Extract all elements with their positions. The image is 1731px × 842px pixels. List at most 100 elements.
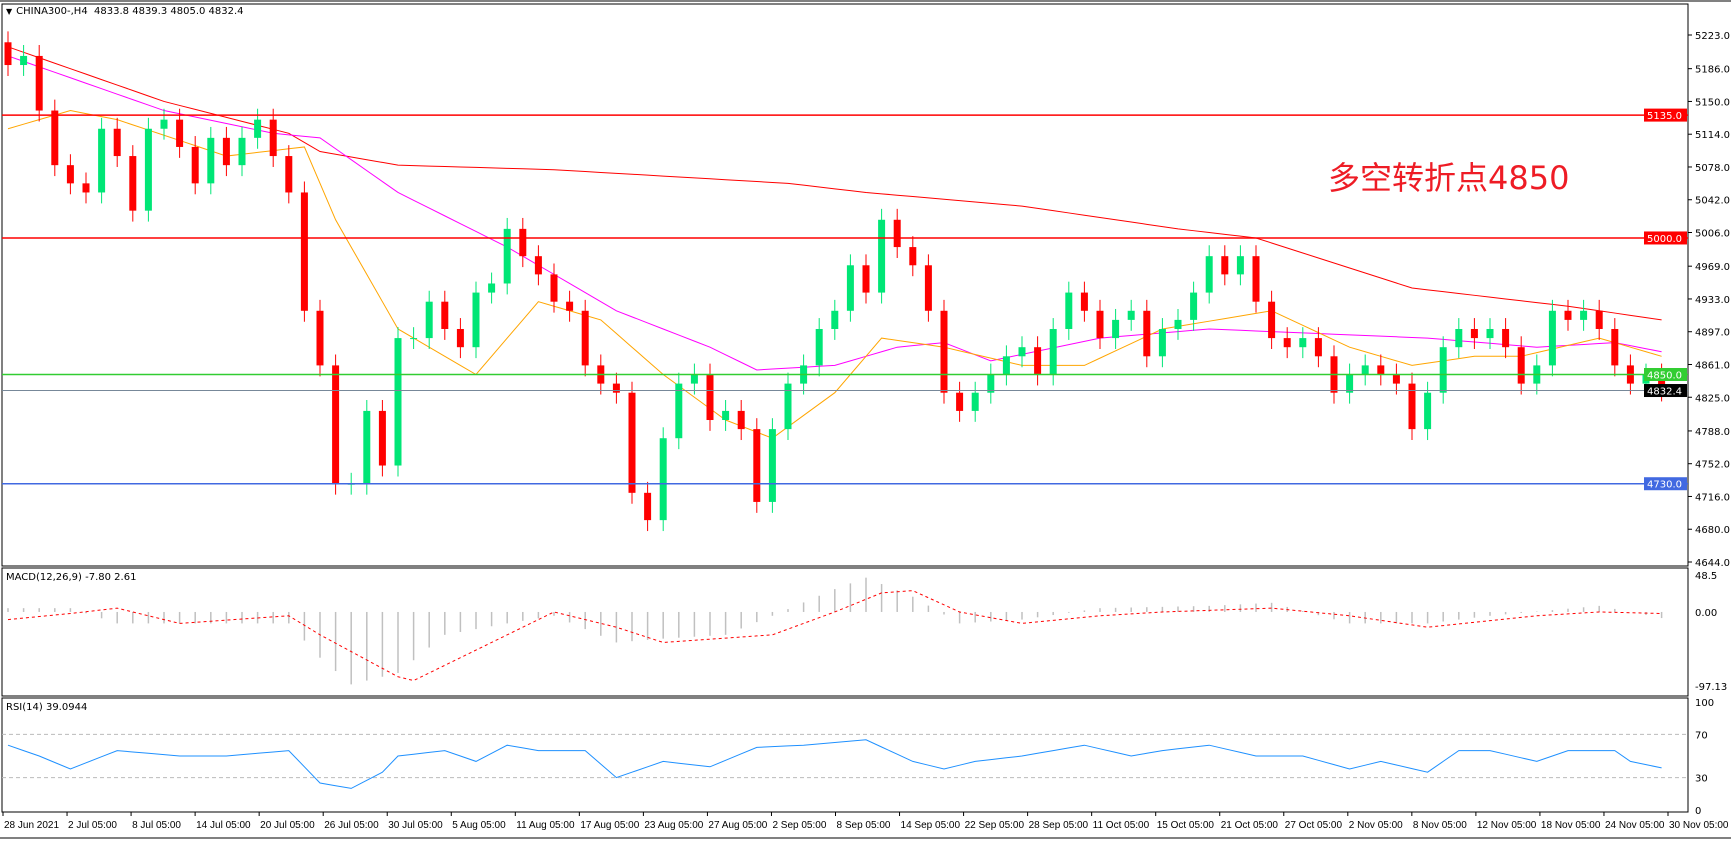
price-tick-label: 5042.0 <box>1695 196 1730 207</box>
time-tick-label: 2 Nov 05:00 <box>1349 820 1403 831</box>
time-tick-label: 28 Sep 05:00 <box>1029 820 1089 831</box>
candle-body <box>831 310 839 329</box>
candle-body <box>160 119 168 129</box>
candle-body <box>1361 365 1369 375</box>
candle-body <box>878 219 886 293</box>
level-tag-label: 4832.4 <box>1647 387 1682 398</box>
macd-tick-label: -97.13 <box>1695 682 1727 693</box>
macd-signal-line <box>7 590 1662 682</box>
candle-body <box>1143 310 1151 357</box>
candle-body <box>971 392 979 411</box>
candle-body <box>1080 292 1088 311</box>
candle-body <box>363 410 371 484</box>
candle-body <box>98 128 106 193</box>
ohlc-readout: 4833.8 4839.3 4805.0 4832.4 <box>94 6 244 17</box>
candle-body <box>129 156 137 211</box>
candle-body <box>675 383 683 439</box>
candle-body <box>1002 356 1010 375</box>
candle-body <box>285 156 293 193</box>
candle-body <box>472 292 480 348</box>
candle-body <box>222 137 230 166</box>
time-tick-label: 8 Jul 05:00 <box>132 820 181 831</box>
candle-body <box>815 328 823 366</box>
candle-body <box>1065 292 1073 329</box>
time-tick-label: 20 Jul 05:00 <box>260 820 315 831</box>
chart-header: ▼ CHINA300-,H4 4833.8 4839.3 4805.0 4832.… <box>6 6 244 17</box>
level-tag-label: 4730.0 <box>1647 480 1682 491</box>
price-tick-label: 4933.0 <box>1695 295 1730 306</box>
candle-body <box>1548 310 1556 366</box>
rsi-label: RSI(14) 39.0944 <box>6 702 88 713</box>
candle-body <box>300 192 308 311</box>
candle-body <box>332 365 340 484</box>
time-tick-label: 14 Jul 05:00 <box>196 820 251 831</box>
dropdown-triangle-icon[interactable]: ▼ <box>6 7 13 16</box>
candle-body <box>1455 328 1463 348</box>
candle-body <box>456 328 464 348</box>
moving-average-ma_slow <box>7 46 1662 321</box>
candle-body <box>503 228 511 284</box>
candle-body <box>940 310 948 393</box>
level-tag-label: 5000.0 <box>1647 234 1682 245</box>
candle-body <box>113 128 121 157</box>
candle-body <box>1127 310 1135 320</box>
time-tick-label: 21 Oct 05:00 <box>1221 820 1279 831</box>
candle-body <box>1018 347 1026 357</box>
candle-body <box>1408 383 1416 430</box>
candle-body <box>1392 374 1400 384</box>
candle-body <box>1299 338 1307 348</box>
candle-body <box>82 183 90 193</box>
candle-body <box>191 146 199 184</box>
candle-body <box>753 429 761 502</box>
candle-body <box>1595 310 1603 329</box>
rsi-tick-label: 70 <box>1695 730 1708 741</box>
candle-body <box>51 110 59 166</box>
candle-body <box>1502 328 1510 348</box>
rsi-tick-label: 100 <box>1695 698 1714 709</box>
candle-body <box>644 492 652 521</box>
candle-body <box>987 374 995 393</box>
time-tick-label: 27 Oct 05:00 <box>1285 820 1343 831</box>
macd-tick-label: 0.00 <box>1695 608 1717 619</box>
chart-annotation[interactable]: 多空转折点4850 <box>1328 159 1570 197</box>
level-tag-label: 5135.0 <box>1647 111 1682 122</box>
candle-body <box>706 374 714 421</box>
candle-body <box>690 374 698 384</box>
time-tick-label: 2 Sep 05:00 <box>772 820 826 831</box>
candle-body <box>1096 310 1104 339</box>
candle-body <box>534 256 542 275</box>
candle-body <box>893 219 901 248</box>
candle-body <box>862 265 870 293</box>
macd-pane <box>1 567 1689 697</box>
rsi-tick-label: 30 <box>1695 774 1708 785</box>
price-tick-label: 4644.0 <box>1695 558 1730 569</box>
candle-body <box>410 338 418 340</box>
price-tick-label: 5186.0 <box>1695 65 1730 76</box>
macd-tick-label: 48.5 <box>1695 571 1717 582</box>
candle-body <box>4 42 12 66</box>
time-tick-label: 24 Nov 05:00 <box>1605 820 1665 831</box>
time-tick-label: 23 Aug 05:00 <box>644 820 703 831</box>
candle-body <box>612 383 620 393</box>
candle-body <box>238 137 246 166</box>
candle-body <box>35 55 43 111</box>
candle-body <box>784 383 792 430</box>
moving-average-ma_mid <box>7 55 1662 371</box>
time-tick-label: 17 Aug 05:00 <box>580 820 639 831</box>
candle-body <box>1049 328 1057 375</box>
price-tick-label: 5006.0 <box>1695 229 1730 240</box>
price-tick-label: 4788.0 <box>1695 427 1730 438</box>
candle-body <box>441 301 449 329</box>
candle-body <box>1486 328 1494 339</box>
candle-body <box>378 410 386 466</box>
level-tag <box>1644 384 1687 398</box>
candle-body <box>1611 328 1619 366</box>
candle-body <box>1658 374 1666 391</box>
candle-body <box>659 438 667 521</box>
candle-body <box>737 410 745 430</box>
rsi-pane <box>1 697 1689 813</box>
level-tag <box>1644 477 1687 491</box>
time-tick-label: 8 Sep 05:00 <box>837 820 891 831</box>
moving-average-ma_fast <box>7 110 1662 439</box>
